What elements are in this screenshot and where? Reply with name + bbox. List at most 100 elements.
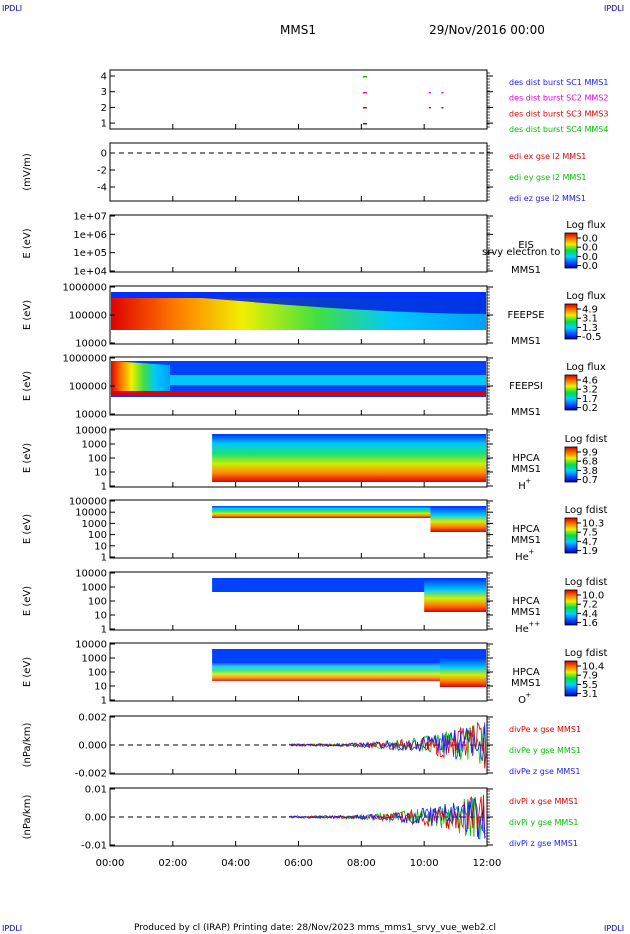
legend-entry: edi ex gse l2 MMS1: [509, 152, 586, 161]
x-tick-label: 12:00: [473, 858, 502, 869]
y-axis-label: (nPa/km): [22, 795, 33, 840]
y-axis-label: (mV/m): [22, 153, 33, 191]
colorbar-tick-label: 1.3: [582, 323, 598, 334]
y-tick-label: 100000: [69, 497, 107, 508]
colorbar: [564, 446, 578, 483]
species-label: H: [518, 481, 526, 492]
instrument-label: EIS: [518, 240, 534, 251]
colorbar: [564, 517, 578, 554]
spectrogram-fill: [212, 649, 486, 663]
panel-content: [362, 76, 444, 125]
y-tick-label: -0.01: [81, 841, 107, 852]
y-tick-label: 10000: [75, 640, 107, 651]
panel-content: [110, 721, 487, 769]
colorbar-title: Log fdist: [565, 648, 608, 659]
x-tick-label: 08:00: [347, 858, 376, 869]
y-tick-label: 0.01: [85, 785, 107, 796]
panel-burst: 4 3 2 1 des dist burst SC1 MMS1 des dist burs…: [101, 69, 608, 134]
overlay-text: srvy electron to: [482, 247, 560, 258]
legend-entry: divPe y gse MMS1: [509, 746, 581, 755]
colorbar: [564, 589, 578, 626]
y-tick-label: 100000: [69, 382, 107, 393]
y-tick-label: 4: [101, 72, 107, 83]
colorbar-tick-label: 4.6: [582, 376, 598, 387]
colorbar: [564, 660, 578, 697]
x-tick-label: 06:00: [284, 858, 313, 869]
burst-mark: [362, 107, 367, 109]
y-tick-label: 1: [101, 119, 107, 130]
colorbar-tick-label: 4.9: [582, 305, 598, 316]
species-charge: +: [528, 548, 534, 556]
colorbar-tick-label: 9.9: [582, 448, 598, 459]
burst-mark: [362, 76, 367, 78]
colorbar-tick-label: 3.1: [582, 314, 598, 325]
panel-feepse: 1000000 100000 10000 E (eV) FEEPSE MMS1 Log fl…: [22, 283, 606, 350]
legend-entry: divPi z gse MMS1: [509, 839, 578, 848]
colorbar-tick-label: 0.7: [582, 475, 598, 486]
instrument-label: HPCA: [512, 524, 540, 535]
corner-label-bl: IPDLI: [2, 924, 23, 933]
legend-entry: des dist burst SC3 MMS3: [509, 109, 608, 118]
spectrogram-band: [111, 391, 486, 395]
colorbar-tick-label: 5.5: [582, 680, 598, 691]
corner-label-tr: IPDLI: [604, 4, 625, 13]
instrument-label: FEEPSE: [507, 310, 544, 321]
species-charge: +: [525, 477, 531, 485]
y-tick-label: 1000000: [62, 354, 107, 365]
y-axis-label: E (eV): [22, 657, 33, 687]
y-tick-label: 10000: [75, 410, 107, 421]
y-tick-label: 3: [101, 87, 107, 98]
spacecraft-label: MMS1: [511, 464, 541, 475]
y-tick-label: 1e+05: [73, 248, 107, 259]
y-tick-label: 10: [94, 682, 107, 693]
y-tick-label: 10000: [75, 508, 107, 519]
y-tick-label: 0: [101, 149, 107, 160]
colorbar-tick-label: 4.7: [582, 537, 598, 548]
colorbar-tick-label: 1.7: [582, 394, 598, 405]
panel-divpi: 0.01 0.00 -0.01 (nPa/km) divPi x gse MMS1 div…: [22, 785, 578, 852]
panel-frame: [109, 214, 488, 273]
y-tick-label: 100: [88, 530, 107, 541]
legend-entry: edi ez gse l2 MMS1: [509, 194, 586, 203]
y-tick-label: 10000: [75, 339, 107, 350]
colorbar-title: Log fdist: [565, 505, 608, 516]
panel-content: [212, 649, 486, 687]
series-line: [288, 722, 487, 762]
burst-mark: [362, 123, 367, 125]
spectrogram-band: [439, 657, 486, 687]
panel-divpe: 0.002 0.000 -0.002 (nPa/km) divPe x gse MMS1…: [22, 713, 581, 780]
colorbar-tick-label: -0.5: [582, 332, 602, 343]
panel-eis: 1e+07 1e+06 1e+05 1e+04 E (eV) EIS MMS1 srvy el…: [22, 212, 606, 278]
x-tick-label: 00:00: [96, 858, 125, 869]
spectrogram-band: [111, 361, 170, 391]
colorbar-tick-label: 0.0: [582, 234, 598, 245]
burst-mark: [441, 107, 444, 109]
legend-entry: des dist burst SC1 MMS1: [509, 78, 608, 87]
y-tick-label: 1000: [82, 583, 107, 594]
instrument-label: FEEPSI: [509, 381, 543, 392]
colorbar-title: Log flux: [566, 291, 606, 302]
species-label: O: [518, 695, 526, 706]
series-line: [288, 797, 487, 840]
y-axis-label: E (eV): [22, 300, 33, 330]
spacecraft-label: MMS1: [511, 535, 541, 546]
y-tick-label: 100000: [69, 311, 107, 322]
colorbar-title: Log flux: [566, 362, 606, 373]
x-tick-label: 02:00: [158, 858, 187, 869]
y-tick-label: -0.002: [75, 769, 107, 780]
legend-entry: des dist burst SC2 MMS2: [509, 94, 608, 103]
spectrogram-band: [424, 578, 486, 612]
y-tick-label: 100: [88, 597, 107, 608]
colorbar-tick-label: 7.5: [582, 528, 598, 539]
spacecraft-label: MMS1: [511, 265, 541, 276]
corner-label-br: IPDLI: [604, 924, 625, 933]
spectrogram-band: [212, 663, 486, 681]
y-tick-label: 100: [88, 668, 107, 679]
y-tick-label: 1000: [82, 519, 107, 530]
y-tick-label: 1e+04: [73, 267, 107, 278]
spacecraft-label: MMS1: [511, 678, 541, 689]
spectrogram-band: [111, 375, 486, 385]
